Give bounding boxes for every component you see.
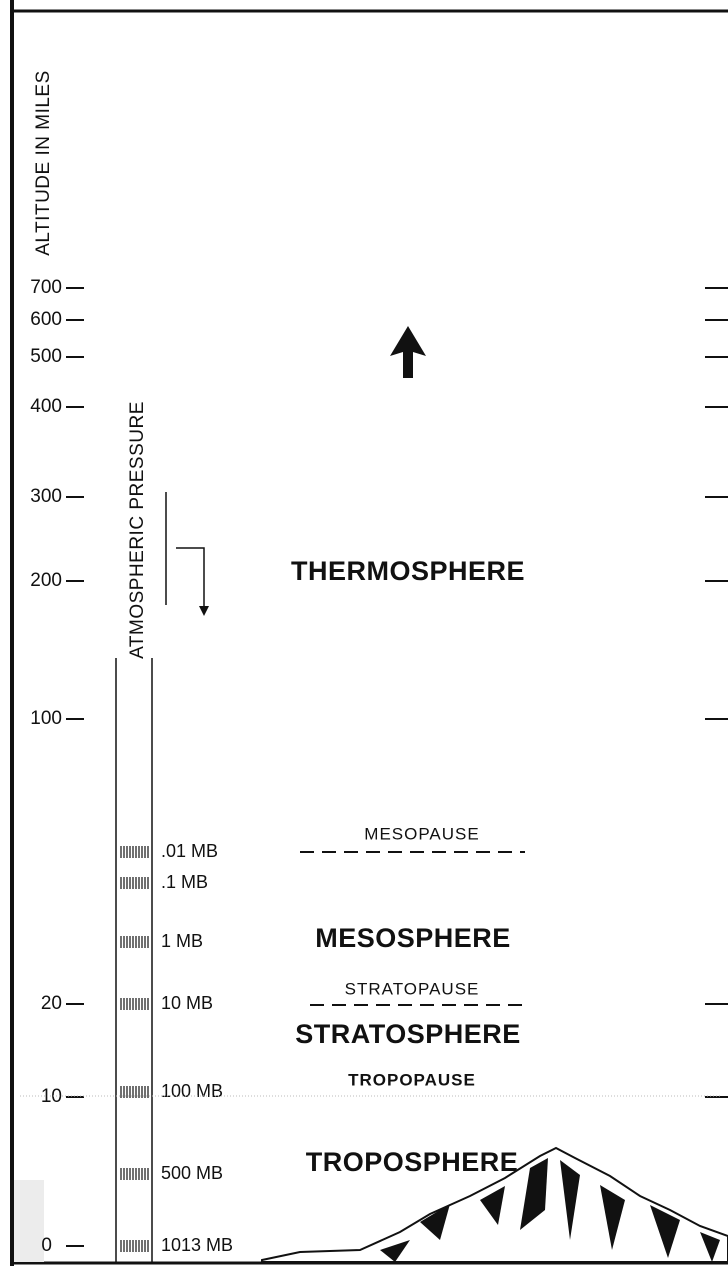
pressure-level: 1 MB — [161, 931, 203, 951]
ground-shade — [14, 1180, 44, 1262]
tick-label: 600 — [30, 309, 62, 330]
layer-name: THERMOSPHERE — [291, 556, 525, 586]
tick-label: 700 — [30, 277, 62, 298]
pressure-column — [115, 492, 205, 1262]
tick-label: 200 — [30, 570, 62, 591]
down-arrow — [199, 606, 209, 616]
tick-label: 0 — [41, 1235, 52, 1256]
pressure-level: 1013 MB — [161, 1235, 233, 1255]
pressure-level: 10 MB — [161, 993, 213, 1013]
boundary-name: TROPOPAUSE — [348, 1070, 476, 1089]
boundary-name: MESOPAUSE — [364, 824, 479, 843]
tick-label: 500 — [30, 346, 62, 367]
boundary-name: STRATOPAUSE — [345, 979, 480, 998]
mountain — [261, 1146, 728, 1263]
pressure-level: .1 MB — [161, 872, 208, 892]
layer-name: TROPOSPHERE — [306, 1147, 519, 1177]
pressure-level: 500 MB — [161, 1163, 223, 1183]
pressure-label: ATMOSPHERIC PRESSURE — [127, 401, 148, 659]
layer-name: STRATOSPHERE — [295, 1019, 521, 1049]
layer-name: MESOSPHERE — [315, 923, 511, 953]
pressure-levels: .01 MB .1 MB 1 MB 10 MB 100 MB 500 MB 1013 MB — [120, 841, 233, 1255]
pressure-level: .01 MB — [161, 841, 218, 861]
tick-label: 400 — [30, 396, 62, 417]
pressure-level: 100 MB — [161, 1081, 223, 1101]
up-arrow — [390, 326, 426, 378]
tick-label: 100 — [30, 708, 62, 729]
axis-label: ALTITUDE IN MILES — [33, 70, 54, 256]
tick-label: 300 — [30, 486, 62, 507]
tick-label: 10 — [41, 1086, 62, 1107]
tick-label: 20 — [41, 993, 62, 1014]
